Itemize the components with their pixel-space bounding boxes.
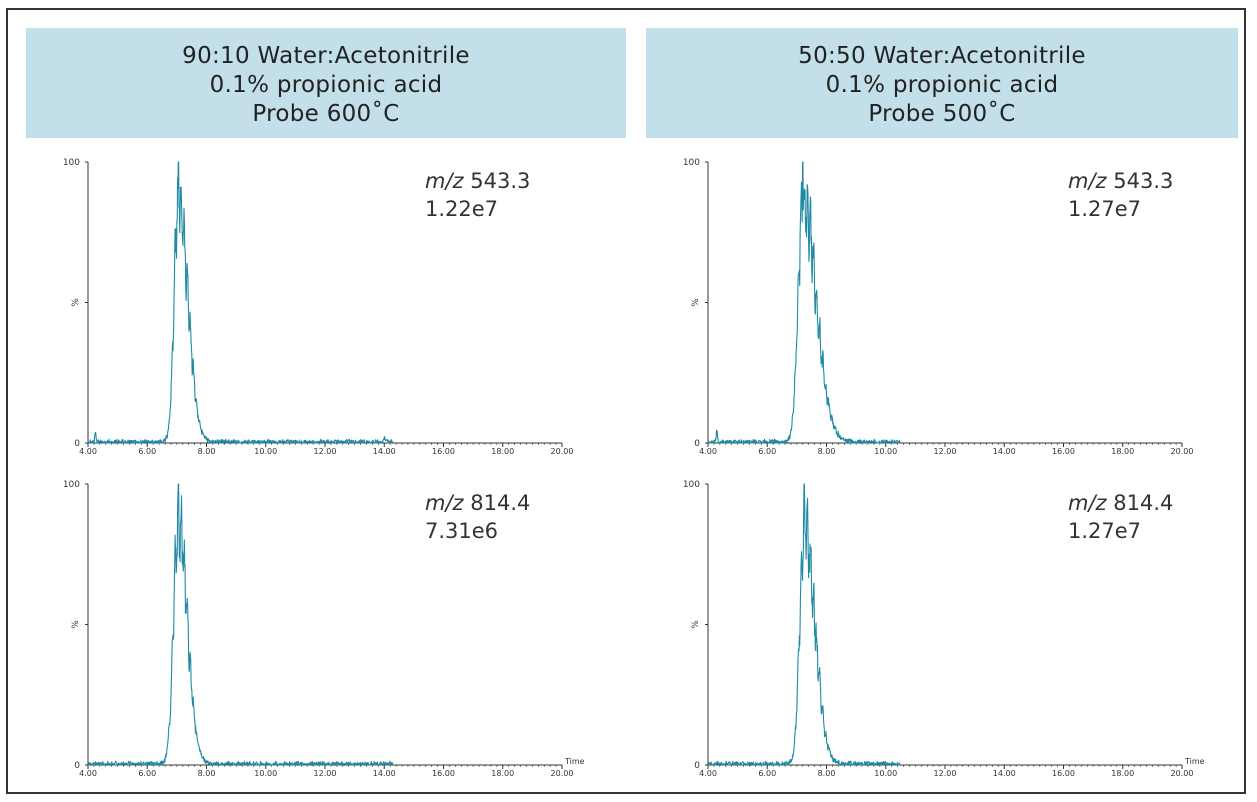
- y-tick-label: %: [691, 298, 701, 307]
- y-tick-label: 100: [683, 158, 700, 168]
- x-tick-label: 10.00: [254, 447, 277, 456]
- intensity-value: 1.27e7: [1068, 197, 1142, 221]
- mz-value: 543.3: [470, 169, 531, 193]
- x-tick-label: 12.00: [934, 447, 957, 456]
- annotation-right-top: m/z 543.3 1.27e7: [1068, 167, 1173, 223]
- x-tick-label: 6.00: [138, 447, 156, 456]
- x-tick-label: 20.00: [1171, 447, 1194, 456]
- chromatogram-trace: [707, 161, 901, 444]
- x-tick-label: 8.00: [818, 447, 836, 456]
- x-axis-label: Time: [1184, 757, 1205, 766]
- x-tick-label: 18.00: [1111, 769, 1134, 778]
- x-tick-label: 16.00: [432, 447, 455, 456]
- y-tick-label: %: [71, 620, 81, 629]
- y-tick-label: 100: [683, 480, 700, 490]
- header-line: 50:50 Water:Acetonitrile: [798, 43, 1086, 69]
- x-tick-label: 16.00: [1052, 447, 1075, 456]
- header-line: 0.1% propionic acid: [825, 72, 1059, 98]
- x-tick-label: 4.00: [699, 447, 717, 456]
- header-line: Probe 500˚C: [868, 101, 1016, 127]
- chromatogram-left-bottom: 0% 100 4.00 6.00 8.00 10.00 12.00 14.00 16.00 18.…: [63, 480, 585, 778]
- mz-value: 814.4: [1113, 491, 1174, 515]
- x-tick-label: 16.00: [1052, 769, 1075, 778]
- y-tick-label: 100: [63, 158, 80, 168]
- x-tick-label: 14.00: [373, 447, 396, 456]
- chromatogram-trace: [87, 483, 394, 766]
- y-tick-label: 0: [694, 761, 700, 771]
- chromatogram-trace: [87, 161, 394, 444]
- header-line: Probe 600˚C: [252, 101, 400, 127]
- y-tick-label: 100: [63, 480, 80, 490]
- x-tick-label: 4.00: [79, 769, 97, 778]
- mz-prefix: m/z: [425, 169, 464, 193]
- x-tick-label: 6.00: [758, 447, 776, 456]
- chromatogram-trace: [707, 483, 901, 766]
- intensity-value: 7.31e6: [425, 519, 499, 543]
- x-tick-label: 14.00: [993, 447, 1016, 456]
- x-tick-label: 12.00: [314, 769, 337, 778]
- mz-prefix: m/z: [425, 491, 464, 515]
- x-tick-label: 4.00: [699, 769, 717, 778]
- panel-header-left: 90:10 Water:Acetonitrile 0.1% propionic …: [26, 28, 626, 138]
- x-tick-label: 12.00: [314, 447, 337, 456]
- x-tick-label: 10.00: [254, 769, 277, 778]
- x-tick-label: 8.00: [198, 769, 216, 778]
- y-tick-label: 0: [74, 439, 80, 449]
- x-tick-label: 14.00: [993, 769, 1016, 778]
- y-tick-label: %: [71, 298, 81, 307]
- annotation-right-bottom: m/z 814.4 1.27e7: [1068, 489, 1173, 545]
- x-tick-label: 20.00: [1171, 769, 1194, 778]
- mz-prefix: m/z: [1068, 169, 1107, 193]
- mz-value: 814.4: [470, 491, 531, 515]
- chromatogram-left-top: 0% 100 4.00 6.00 8.00 10.00 12.00 14.00 16.00 18.…: [63, 158, 574, 456]
- x-tick-label: 6.00: [138, 769, 156, 778]
- x-tick-label: 8.00: [198, 447, 216, 456]
- intensity-value: 1.22e7: [425, 197, 499, 221]
- figure-frame: [6, 8, 1246, 794]
- mz-prefix: m/z: [1068, 491, 1107, 515]
- x-tick-label: 18.00: [491, 769, 514, 778]
- x-tick-label: 14.00: [373, 769, 396, 778]
- x-tick-label: 18.00: [1111, 447, 1134, 456]
- chromatogram-right-bottom: 0% 100 4.00 6.00 8.00 10.00 12.00 14.00 16.00 18.…: [683, 480, 1205, 778]
- x-tick-label: 20.00: [551, 447, 574, 456]
- x-tick-label: 10.00: [874, 447, 897, 456]
- x-tick-label: 16.00: [432, 769, 455, 778]
- header-line: 0.1% propionic acid: [209, 72, 443, 98]
- annotation-left-top: m/z 543.3 1.22e7: [425, 167, 530, 223]
- y-tick-label: %: [691, 620, 701, 629]
- x-tick-label: 20.00: [551, 769, 574, 778]
- header-line: 90:10 Water:Acetonitrile: [182, 43, 470, 69]
- x-tick-label: 18.00: [491, 447, 514, 456]
- panel-header-right: 50:50 Water:Acetonitrile 0.1% propionic …: [646, 28, 1238, 138]
- y-tick-label: 0: [74, 761, 80, 771]
- x-axis-label: Time: [564, 757, 585, 766]
- x-tick-label: 6.00: [758, 769, 776, 778]
- chromatogram-right-top: 0% 100 4.00 6.00 8.00 10.00 12.00 14.00 16.00 18.…: [683, 158, 1194, 456]
- intensity-value: 1.27e7: [1068, 519, 1142, 543]
- x-tick-label: 4.00: [79, 447, 97, 456]
- mz-value: 543.3: [1113, 169, 1174, 193]
- x-tick-label: 12.00: [934, 769, 957, 778]
- y-tick-label: 0: [694, 439, 700, 449]
- annotation-left-bottom: m/z 814.4 7.31e6: [425, 489, 530, 545]
- x-tick-label: 8.00: [818, 769, 836, 778]
- x-tick-label: 10.00: [874, 769, 897, 778]
